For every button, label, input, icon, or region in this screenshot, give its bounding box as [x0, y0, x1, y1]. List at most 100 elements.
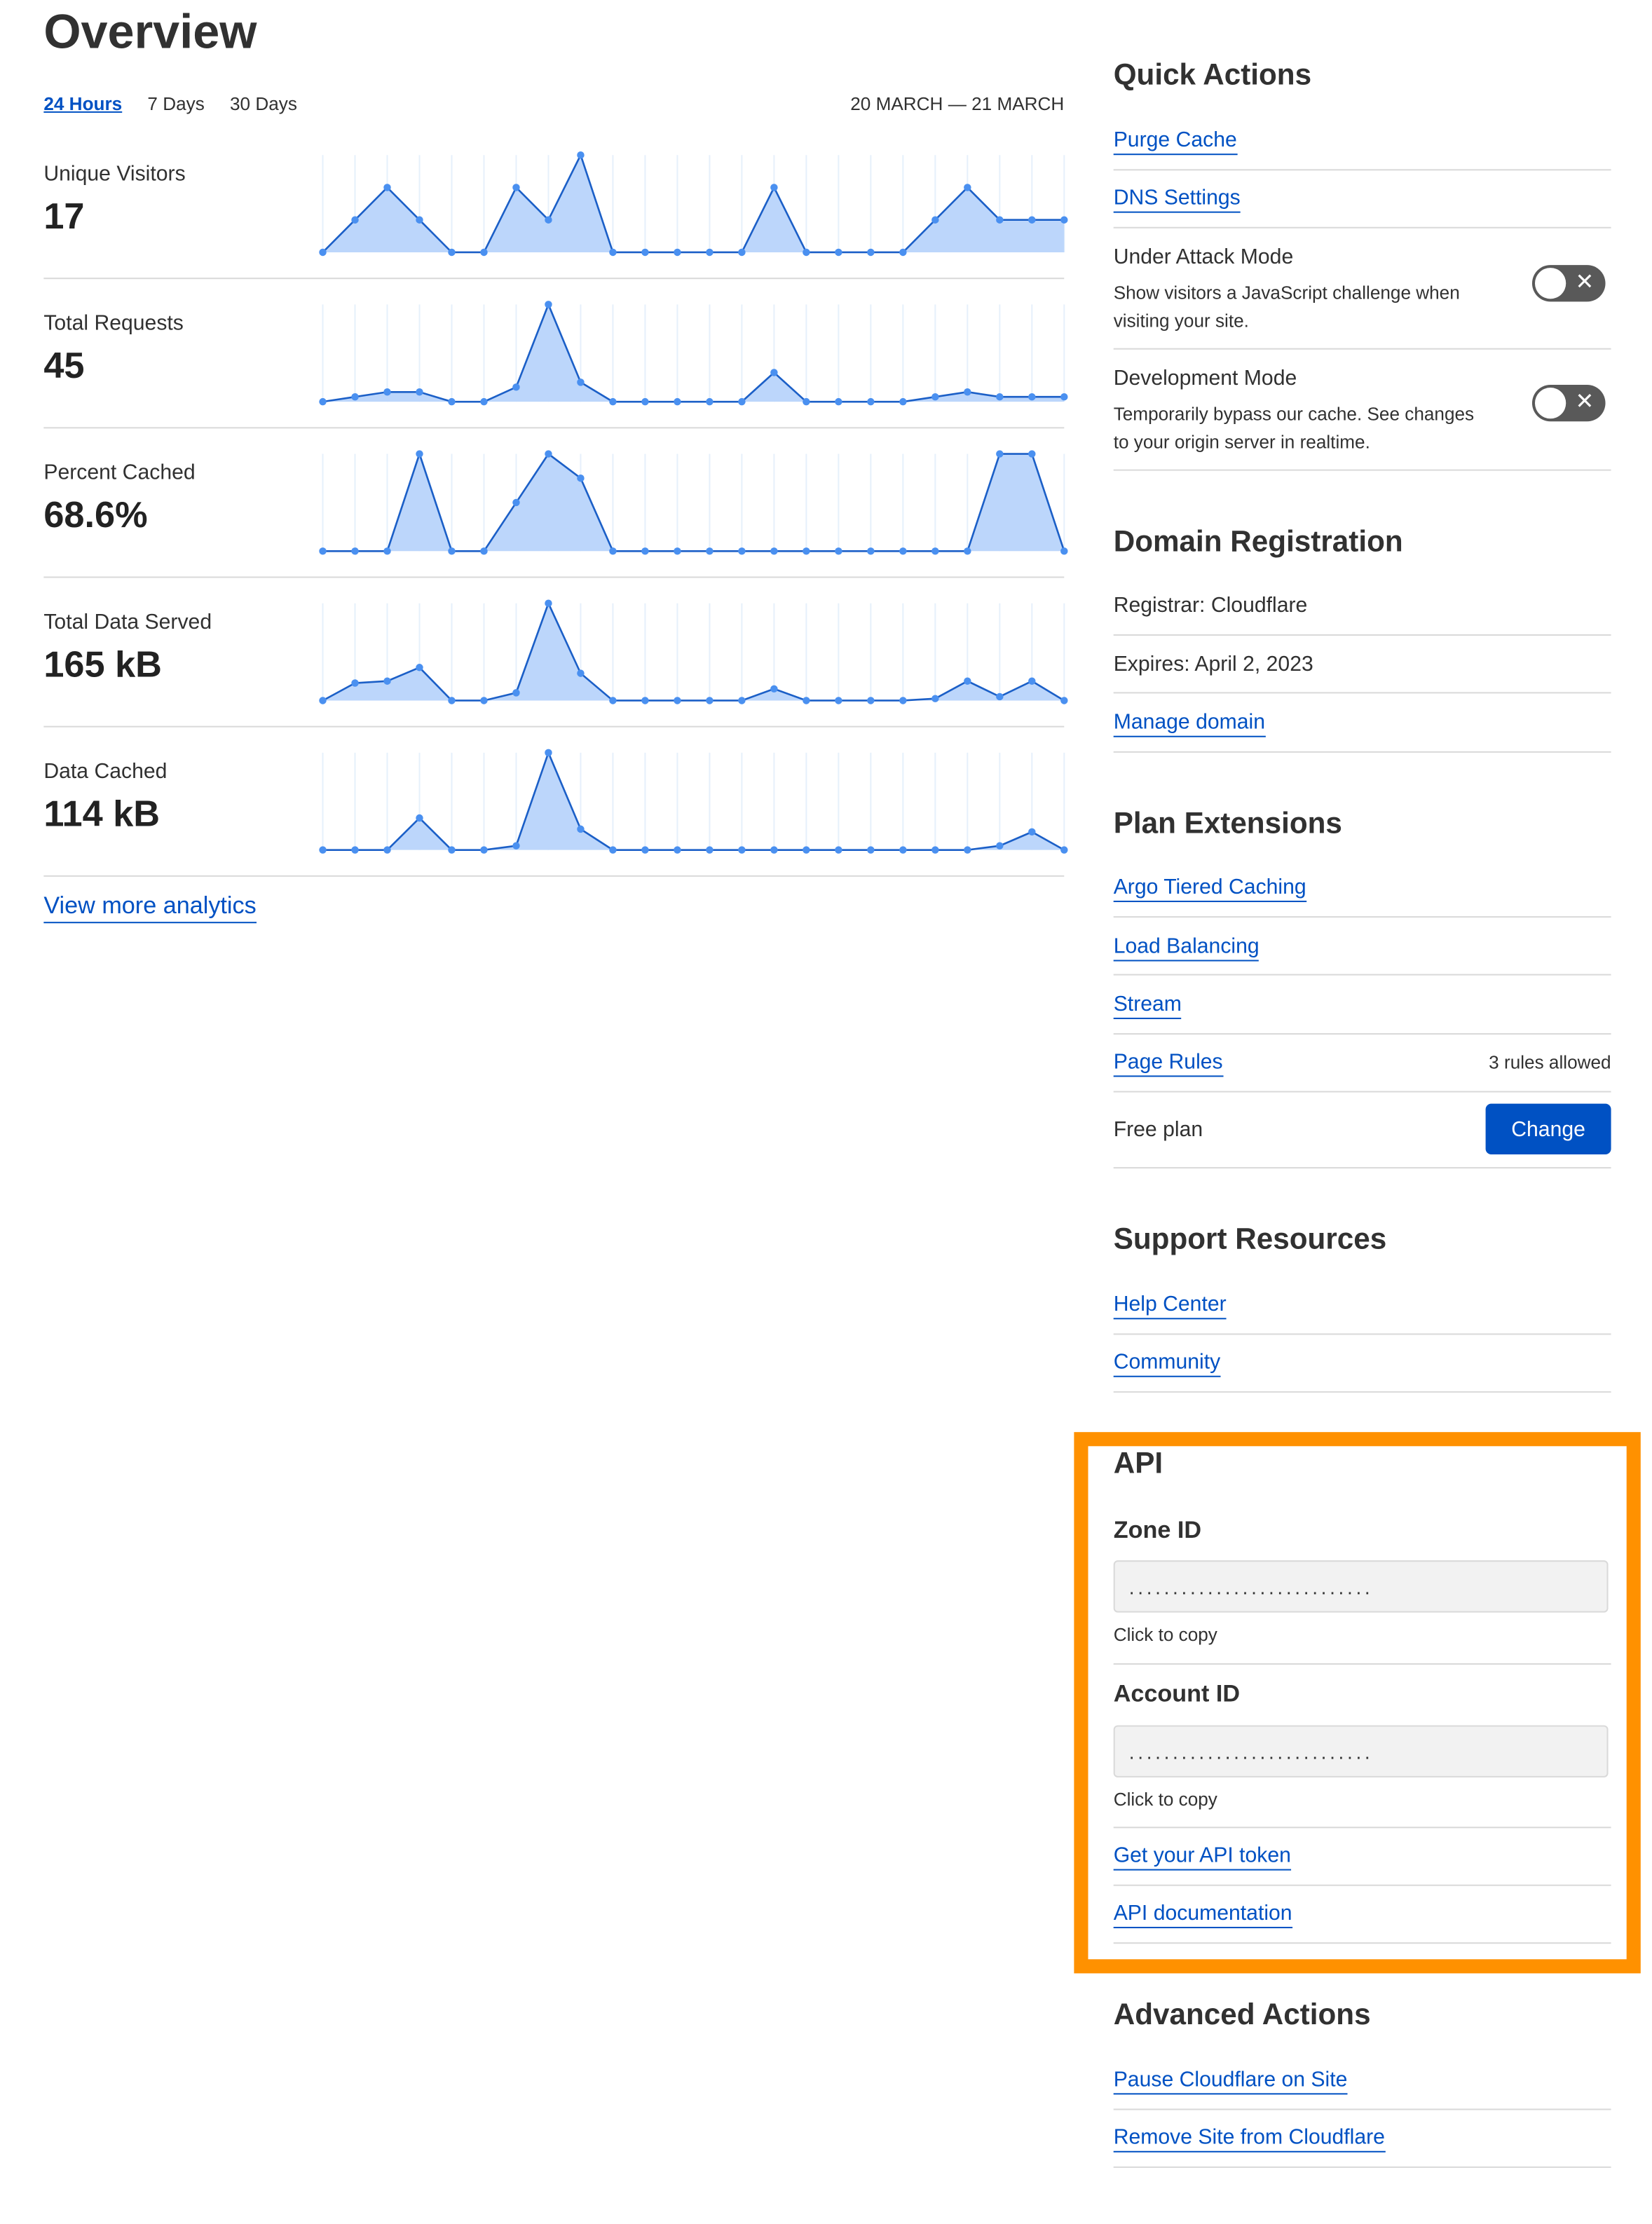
data-point[interactable] — [319, 248, 327, 257]
data-point[interactable] — [545, 749, 552, 757]
data-point[interactable] — [609, 846, 617, 854]
data-point[interactable] — [480, 846, 488, 854]
data-point[interactable] — [738, 397, 746, 406]
data-point[interactable] — [416, 450, 423, 458]
data-point[interactable] — [545, 301, 552, 308]
data-point[interactable] — [770, 685, 778, 693]
data-point[interactable] — [319, 547, 327, 555]
data-point[interactable] — [480, 397, 488, 406]
under-attack-toggle[interactable]: ✕ — [1531, 265, 1606, 302]
purge-cache-link[interactable]: Purge Cache — [1113, 128, 1237, 156]
data-point[interactable] — [383, 184, 391, 191]
data-point[interactable] — [351, 216, 359, 224]
data-point[interactable] — [931, 846, 939, 854]
data-point[interactable] — [609, 248, 617, 257]
data-point[interactable] — [706, 547, 714, 555]
development-mode-toggle[interactable]: ✕ — [1531, 385, 1606, 422]
data-point[interactable] — [706, 248, 714, 257]
data-point[interactable] — [1060, 216, 1068, 224]
data-point[interactable] — [351, 679, 359, 687]
data-point[interactable] — [383, 846, 391, 854]
tab-30-days[interactable]: 30 Days — [230, 93, 297, 114]
tab-7-days[interactable]: 7 Days — [147, 93, 205, 114]
data-point[interactable] — [448, 547, 456, 555]
data-point[interactable] — [674, 248, 681, 257]
data-point[interactable] — [931, 695, 939, 702]
data-point[interactable] — [931, 393, 939, 401]
data-point[interactable] — [641, 248, 649, 257]
data-point[interactable] — [512, 842, 520, 850]
data-point[interactable] — [706, 846, 714, 854]
get-api-token-link[interactable]: Get your API token — [1113, 1843, 1291, 1871]
data-point[interactable] — [674, 697, 681, 704]
help-center-link[interactable]: Help Center — [1113, 1292, 1227, 1320]
data-point[interactable] — [383, 547, 391, 555]
data-point[interactable] — [577, 825, 585, 833]
data-point[interactable] — [931, 547, 939, 555]
data-point[interactable] — [899, 846, 907, 854]
data-point[interactable] — [803, 547, 810, 555]
data-point[interactable] — [545, 450, 552, 458]
data-point[interactable] — [319, 697, 327, 704]
data-point[interactable] — [609, 547, 617, 555]
data-point[interactable] — [383, 677, 391, 685]
data-point[interactable] — [867, 697, 875, 704]
data-point[interactable] — [867, 248, 875, 257]
data-point[interactable] — [996, 693, 1004, 701]
data-point[interactable] — [803, 697, 810, 704]
data-point[interactable] — [738, 547, 746, 555]
dns-settings-link[interactable]: DNS Settings — [1113, 186, 1241, 213]
data-point[interactable] — [351, 393, 359, 401]
data-point[interactable] — [1060, 846, 1068, 854]
data-point[interactable] — [641, 697, 649, 704]
data-point[interactable] — [770, 369, 778, 376]
data-point[interactable] — [964, 184, 971, 191]
data-point[interactable] — [803, 248, 810, 257]
data-point[interactable] — [416, 814, 423, 822]
data-point[interactable] — [770, 846, 778, 854]
data-point[interactable] — [480, 248, 488, 257]
data-point[interactable] — [835, 248, 842, 257]
data-point[interactable] — [577, 669, 585, 677]
data-point[interactable] — [480, 547, 488, 555]
data-point[interactable] — [899, 248, 907, 257]
data-point[interactable] — [1060, 547, 1068, 555]
argo-tiered-caching-link[interactable]: Argo Tiered Caching — [1113, 875, 1306, 903]
data-point[interactable] — [1028, 450, 1036, 458]
data-point[interactable] — [899, 397, 907, 406]
data-point[interactable] — [319, 846, 327, 854]
data-point[interactable] — [738, 697, 746, 704]
data-point[interactable] — [770, 547, 778, 555]
data-point[interactable] — [351, 846, 359, 854]
data-point[interactable] — [867, 846, 875, 854]
data-point[interactable] — [1060, 697, 1068, 704]
remove-site-link[interactable]: Remove Site from Cloudflare — [1113, 2126, 1385, 2153]
data-point[interactable] — [996, 842, 1004, 850]
data-point[interactable] — [835, 397, 842, 406]
view-more-analytics-link[interactable]: View more analytics — [43, 892, 257, 924]
data-point[interactable] — [803, 397, 810, 406]
change-plan-button[interactable]: Change — [1485, 1103, 1611, 1155]
data-point[interactable] — [609, 697, 617, 704]
data-point[interactable] — [964, 547, 971, 555]
data-point[interactable] — [480, 697, 488, 704]
data-point[interactable] — [1028, 393, 1036, 401]
data-point[interactable] — [964, 388, 971, 396]
data-point[interactable] — [577, 475, 585, 482]
data-point[interactable] — [706, 397, 714, 406]
data-point[interactable] — [448, 397, 456, 406]
data-point[interactable] — [803, 846, 810, 854]
data-point[interactable] — [1060, 393, 1068, 401]
pause-cloudflare-link[interactable]: Pause Cloudflare on Site — [1113, 2068, 1348, 2095]
account-id-field[interactable]: ............................ — [1113, 1725, 1609, 1778]
data-point[interactable] — [577, 378, 585, 386]
data-point[interactable] — [545, 216, 552, 224]
data-point[interactable] — [674, 846, 681, 854]
data-point[interactable] — [448, 697, 456, 704]
data-point[interactable] — [416, 388, 423, 396]
zone-id-field[interactable]: ............................ — [1113, 1560, 1609, 1613]
data-point[interactable] — [964, 677, 971, 685]
data-point[interactable] — [512, 184, 520, 191]
data-point[interactable] — [609, 397, 617, 406]
data-point[interactable] — [383, 388, 391, 396]
